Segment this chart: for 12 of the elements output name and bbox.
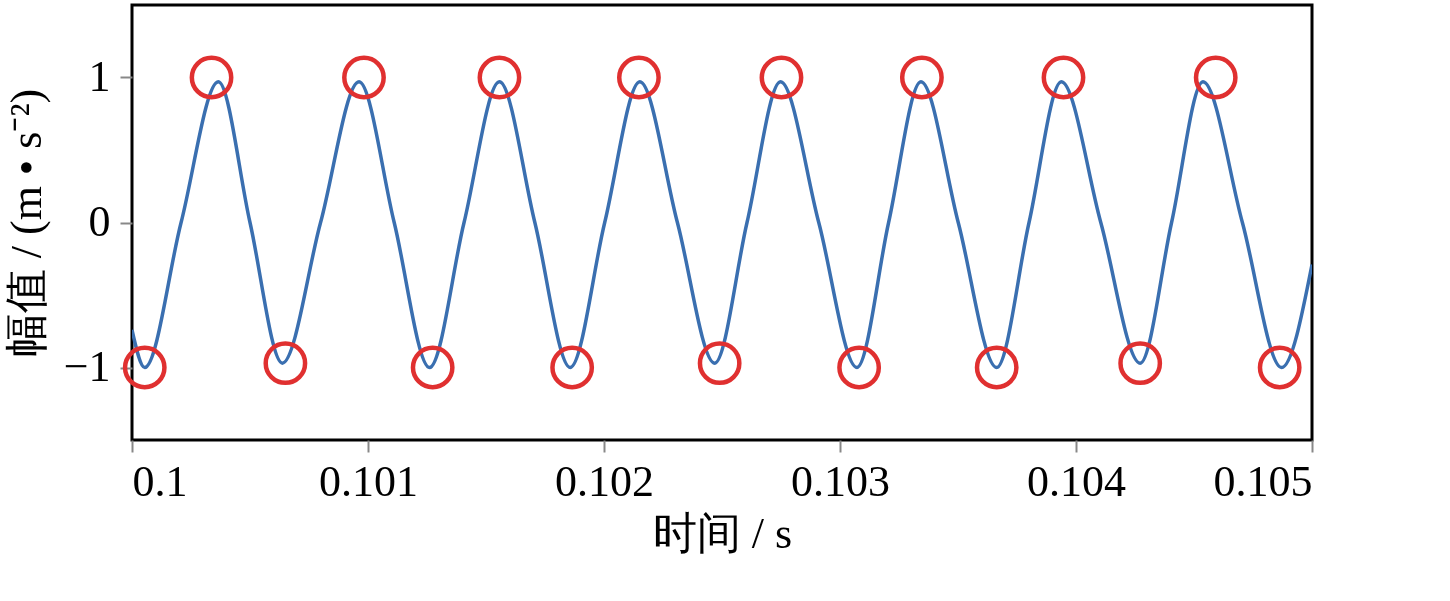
- x-tick-label: 0.1: [132, 456, 188, 506]
- x-axis-title: 时间 / s: [652, 508, 793, 558]
- y-axis-title: 幅值 / (m • s⁻²): [1, 88, 51, 358]
- x-tick-label: 0.105: [1213, 456, 1313, 506]
- y-tick-label: 1: [88, 52, 111, 101]
- x-tick-label: 0.101: [319, 456, 418, 506]
- y-tick-label: 0: [88, 197, 111, 246]
- x-tick-label: 0.102: [555, 456, 654, 506]
- x-tick-label: 0.104: [1027, 456, 1126, 506]
- line-series: [132, 80, 1312, 370]
- x-tick-label: 0.103: [791, 456, 890, 506]
- y-tick-label: −1: [63, 342, 111, 391]
